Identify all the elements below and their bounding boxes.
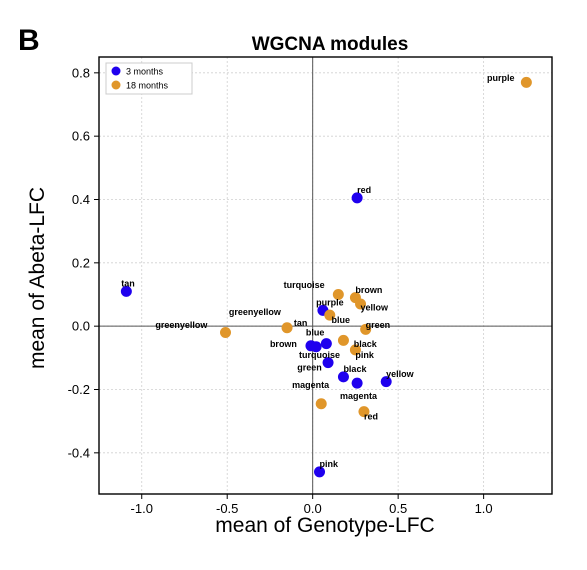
chart-title: WGCNA modules xyxy=(252,34,409,55)
point-18-months-black xyxy=(337,334,349,346)
point-3-months-green xyxy=(322,357,334,369)
legend-box xyxy=(105,62,193,95)
y-tick-label-2: 0.0 xyxy=(72,319,90,334)
point-18-months-purple xyxy=(520,76,532,88)
annotation-magenta-20: magenta xyxy=(292,380,330,390)
y-tick-label-5: 0.6 xyxy=(72,129,90,144)
legend-marker-18-months xyxy=(111,80,121,90)
x-axis-label: mean of Genotype-LFC xyxy=(215,514,434,537)
point-18-months-magenta xyxy=(315,398,327,410)
annotation-brown-14: brown xyxy=(270,339,297,349)
point-3-months-black xyxy=(337,371,349,383)
legend-marker-3-months xyxy=(111,66,121,76)
annotation-black-18: black xyxy=(343,364,367,374)
annotation-turquoise-3: turquoise xyxy=(284,280,325,290)
point-3-months-magenta xyxy=(351,377,363,389)
y-axis-ticks: -0.4 -0.2 0.0 0.2 0.4 0.6 0.8 xyxy=(68,65,99,460)
annotation-blue-8: blue xyxy=(331,315,350,325)
annotation-black-13: black xyxy=(354,339,378,349)
annotation-blue-12: blue xyxy=(306,328,325,338)
annotation-red-22: red xyxy=(364,412,378,422)
y-tick-label-0: -0.4 xyxy=(68,445,90,460)
annotation-greenyellow-7: greenyellow xyxy=(229,307,282,317)
legend-label-3-months: 3 months xyxy=(126,67,164,77)
annotation-tan-11: tan xyxy=(294,318,308,328)
point-3-months-pink xyxy=(314,466,326,478)
annotation-yellow-19: yellow xyxy=(386,369,415,379)
annotation-purple-5: purple xyxy=(316,298,344,308)
y-axis-label: mean of Abeta-LFC xyxy=(26,187,49,369)
annotation-pink-16: pink xyxy=(355,350,374,360)
annotation-tan-2: tan xyxy=(121,279,135,289)
x-tick-label-2: 0.0 xyxy=(304,501,322,516)
point-18-months-green xyxy=(360,323,372,335)
x-tick-label-4: 1.0 xyxy=(475,501,493,516)
legend-label-18-months: 18 months xyxy=(126,81,169,91)
point-18-months-greenyellow xyxy=(219,327,231,338)
x-tick-label-0: -1.0 xyxy=(131,501,153,516)
y-tick-label-1: -0.2 xyxy=(68,382,90,397)
point-3-months-turquoise xyxy=(310,341,322,353)
annotation-red-1: red xyxy=(357,185,371,195)
y-tick-label-3: 0.2 xyxy=(72,255,90,270)
annotation-greenyellow-10: greenyellow xyxy=(155,320,208,330)
point-3-months-red xyxy=(351,192,363,204)
x-tick-label-3: 0.5 xyxy=(389,501,407,516)
point-3-months-yellow xyxy=(380,376,392,388)
x-axis-ticks: -1.0 -0.5 0.0 0.5 1.0 xyxy=(131,494,493,516)
y-tick-label-6: 0.8 xyxy=(72,65,90,80)
point-18-months-yellow xyxy=(355,298,367,310)
point-18-months-turquoise xyxy=(332,289,344,300)
annotation-green-17: green xyxy=(297,363,322,373)
annotation-brown-4: brown xyxy=(355,285,382,295)
annotation-green-9: green xyxy=(366,320,391,330)
point-3-months-tan xyxy=(120,285,132,297)
point-18-months-tan xyxy=(281,322,293,334)
annotation-yellow-6: yellow xyxy=(361,302,390,312)
x-tick-label-1: -0.5 xyxy=(216,501,238,516)
annotation-magenta-21: magenta xyxy=(340,391,378,401)
annotation-turquoise-15: turquoise xyxy=(299,350,340,360)
point-18-months-pink xyxy=(349,344,361,356)
point-18-months-blue xyxy=(324,309,336,321)
plot-frame xyxy=(98,56,553,495)
point-18-months-red xyxy=(358,406,370,418)
panel-label: B xyxy=(18,24,40,57)
legend: 3 months 18 months xyxy=(105,62,193,95)
data-points xyxy=(120,76,532,478)
zero-lines xyxy=(99,57,552,494)
y-tick-label-4: 0.4 xyxy=(72,192,90,207)
gridlines xyxy=(99,57,552,494)
annotation-purple-0: purple xyxy=(487,73,515,83)
annotation-pink-23: pink xyxy=(320,459,339,469)
point-3-months-blue xyxy=(320,338,332,350)
